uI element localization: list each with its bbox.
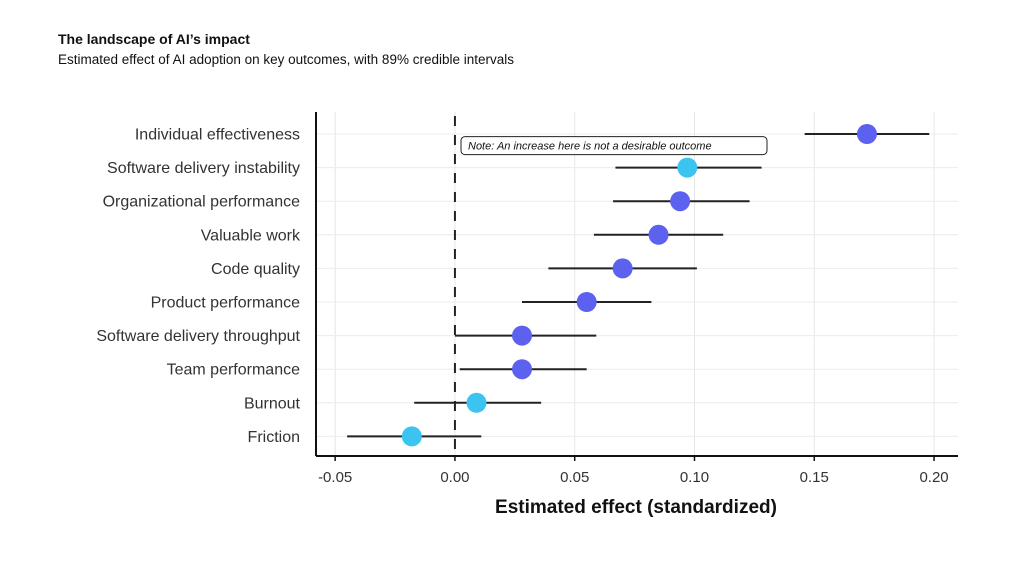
category-label: Software delivery throughput xyxy=(96,328,300,345)
x-tick-label: 0.05 xyxy=(560,469,589,486)
category-label: Individual effectiveness xyxy=(135,127,300,144)
data-marks xyxy=(347,124,930,447)
category-labels: Individual effectiveness Software deliver… xyxy=(96,127,301,446)
x-ticks: -0.05 0.00 0.05 0.10 0.15 0.20 xyxy=(318,456,949,486)
estimate-point xyxy=(401,426,422,447)
chart-title: The landscape of AI’s impact xyxy=(58,31,250,47)
category-label: Team performance xyxy=(167,362,300,379)
axes xyxy=(315,112,958,457)
category-label: Software delivery instability xyxy=(107,160,300,177)
estimate-point xyxy=(512,359,533,380)
x-axis-title: Estimated effect (standardized) xyxy=(495,497,777,518)
estimate-point xyxy=(677,157,698,178)
estimate-point xyxy=(856,124,877,144)
category-label: Friction xyxy=(248,429,300,446)
annotation: Note: An increase here is not a desirabl… xyxy=(460,136,768,156)
category-label: Code quality xyxy=(211,261,300,278)
estimate-point xyxy=(512,325,533,346)
x-tick-label: 0.20 xyxy=(919,469,948,486)
estimate-point xyxy=(576,292,597,312)
category-label: Burnout xyxy=(244,395,301,412)
estimate-point xyxy=(670,191,691,212)
estimate-point xyxy=(612,258,633,279)
x-tick-label: 0.10 xyxy=(680,469,709,486)
x-tick-label: 0.15 xyxy=(800,469,829,486)
estimate-point xyxy=(466,392,487,413)
annotation-text: Note: An increase here is not a desirabl… xyxy=(468,141,712,153)
x-tick-label: 0.00 xyxy=(440,469,469,486)
category-label: Organizational performance xyxy=(103,194,301,211)
x-tick-label: -0.05 xyxy=(318,469,352,486)
category-label: Valuable work xyxy=(201,227,301,244)
category-label: Product performance xyxy=(151,295,301,312)
chart-subtitle: Estimated effect of AI adoption on key o… xyxy=(58,52,515,67)
annotation-box xyxy=(460,136,768,156)
grid xyxy=(316,112,958,456)
estimate-point xyxy=(648,224,669,245)
